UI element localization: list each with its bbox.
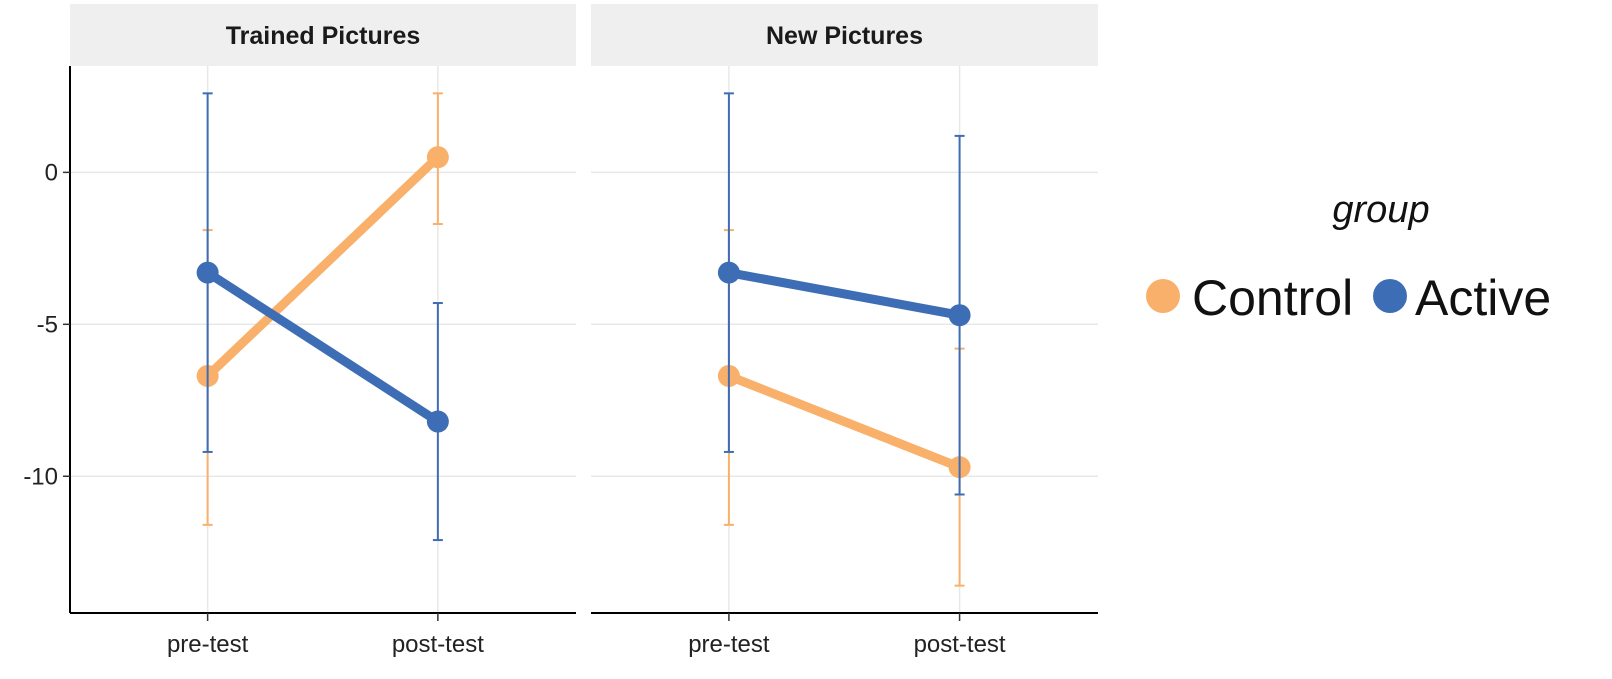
- x-tick-label: post-test: [392, 631, 484, 658]
- series-control: [717, 229, 971, 587]
- y-tick-label: -5: [37, 311, 58, 338]
- series-control: [196, 92, 449, 526]
- legend-key-control: [1146, 279, 1180, 313]
- y-tick-label: -10: [23, 463, 58, 490]
- panel-1: Trained Pictures pre-test post-test: [69, 4, 576, 658]
- panel-2: New Pictures pre-test post-test: [591, 4, 1098, 658]
- series-line: [724, 371, 965, 472]
- legend-label-control: Control: [1192, 270, 1353, 326]
- legend-title: group: [1332, 189, 1429, 231]
- legend-label-active: Active: [1415, 270, 1551, 326]
- series-active: [717, 92, 971, 496]
- facet-strip: [591, 4, 1098, 66]
- y-tick-label: 0: [45, 159, 58, 186]
- x-tick-label: pre-test: [688, 631, 770, 658]
- facet-strip: [70, 4, 576, 66]
- data-point: [426, 410, 449, 433]
- legend: group Control Active: [1146, 189, 1551, 326]
- data-point: [426, 146, 449, 169]
- y-axis-labels: 0 -5 -10: [23, 159, 70, 490]
- series-line: [724, 268, 965, 320]
- series-line: [203, 152, 443, 381]
- legend-key-active: [1373, 279, 1407, 313]
- series-line: [203, 268, 443, 427]
- data-point: [948, 304, 971, 327]
- x-tick-label: pre-test: [167, 631, 249, 658]
- data-point: [196, 261, 219, 284]
- data-point: [717, 261, 740, 284]
- x-tick-label: post-test: [914, 631, 1006, 658]
- facet-title: New Pictures: [766, 22, 923, 50]
- series-active: [196, 92, 449, 542]
- facet-title: Trained Pictures: [226, 22, 421, 50]
